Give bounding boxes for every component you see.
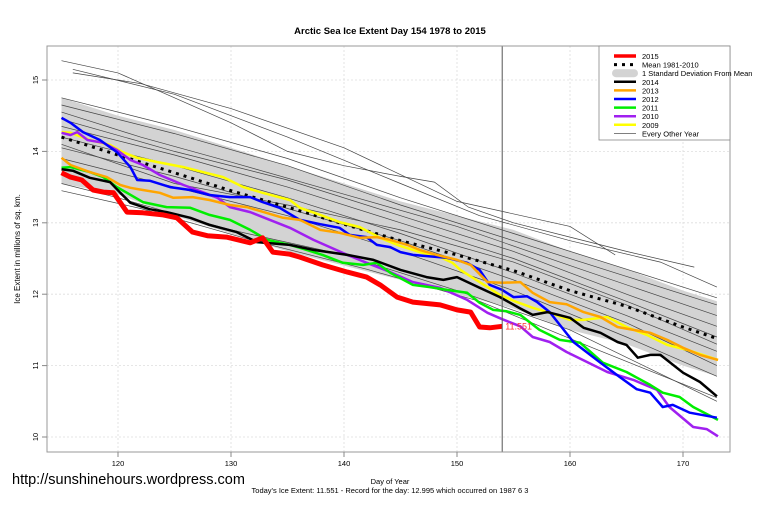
legend-label: 2010 xyxy=(642,112,659,121)
watermark-url[interactable]: http://sunshinehours.wordpress.com xyxy=(12,472,245,488)
legend-label: 2015 xyxy=(642,52,659,61)
other-year-line xyxy=(61,60,695,268)
legend-label: 2012 xyxy=(642,95,659,104)
legend-label: 2009 xyxy=(642,121,659,130)
chart-subtitle: Today's Ice Extent: 11.551 - Record for … xyxy=(252,486,529,495)
y-tick-label: 13 xyxy=(31,219,40,227)
other-year-line xyxy=(61,97,718,299)
y-tick-label: 14 xyxy=(31,147,40,155)
x-tick-label: 140 xyxy=(338,459,351,468)
current-value-label: 11.551 xyxy=(505,321,532,331)
axes: 120 130 140 150 160 170 10 11 12 13 14 15 xyxy=(31,76,689,468)
legend-label: 2014 xyxy=(642,78,659,87)
chart-title: Arctic Sea Ice Extent Day 154 1978 to 20… xyxy=(294,26,486,37)
series-line-2011 xyxy=(61,165,719,422)
other-year-line xyxy=(72,68,718,288)
legend-label: 1 Standard Deviation From Mean xyxy=(642,69,752,78)
legend-swatch-band xyxy=(612,69,638,78)
other-year-line xyxy=(72,72,616,256)
other-year-line xyxy=(61,111,718,316)
series-line-2012 xyxy=(60,116,718,419)
x-axis-label: Day of Year xyxy=(371,477,410,486)
x-tick-label: 150 xyxy=(451,459,464,468)
legend-label: 2011 xyxy=(642,104,658,113)
other-year-line xyxy=(61,190,718,399)
legend-label: Mean 1981-2010 xyxy=(642,61,699,70)
y-tick-label: 12 xyxy=(31,290,40,298)
mean-line xyxy=(61,135,718,340)
legend-label: Every Other Year xyxy=(642,129,700,138)
y-tick-label: 10 xyxy=(31,433,40,441)
x-tick-label: 120 xyxy=(112,459,125,468)
x-tick-label: 160 xyxy=(564,459,577,468)
plot-frame xyxy=(46,45,731,453)
x-tick-label: 130 xyxy=(225,459,238,468)
year-series xyxy=(60,116,719,438)
other-year-line xyxy=(61,104,718,306)
x-tick-label: 170 xyxy=(677,459,690,468)
y-axis-label: Ice Extent in millions of sq. km. xyxy=(13,194,22,304)
y-tick-label: 11 xyxy=(31,362,40,370)
other-year-line xyxy=(61,143,718,345)
mean-line-group xyxy=(61,135,718,340)
series-line-2015 xyxy=(60,170,503,331)
series-line-2009 xyxy=(61,130,719,362)
y-tick-label: 15 xyxy=(31,76,40,84)
other-year-line xyxy=(61,126,718,338)
other-year-line xyxy=(61,118,718,327)
series-line-2014 xyxy=(61,168,718,398)
legend-label: 2013 xyxy=(642,86,659,95)
series-line-2013 xyxy=(60,156,719,362)
series-line-2010 xyxy=(61,130,719,438)
